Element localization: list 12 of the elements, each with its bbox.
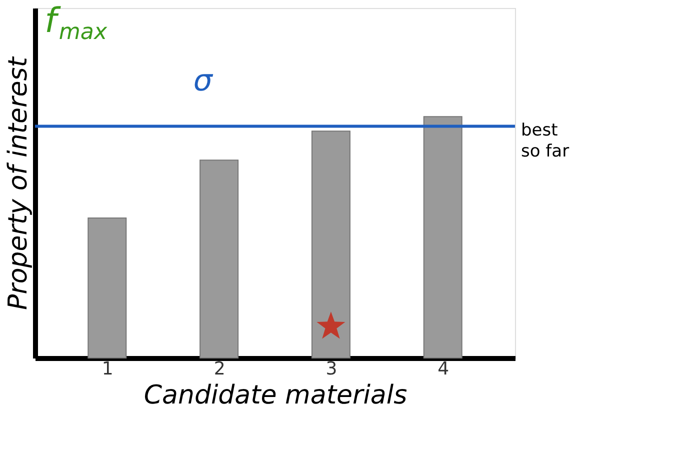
ref-line-label: best so far [521,120,570,162]
bar [423,116,462,358]
bar [200,160,239,358]
x-tick-label: 2 [214,358,226,380]
bar [88,218,127,358]
x-tick-label: 1 [102,358,114,380]
x-tick-label: 3 [326,358,338,380]
bar [311,130,350,358]
x-axis-title: Candidate materials [144,380,408,410]
text: σ [193,64,214,98]
x-tick-label: 4 [438,358,450,380]
y-axis-title: Property of interest [4,56,34,310]
